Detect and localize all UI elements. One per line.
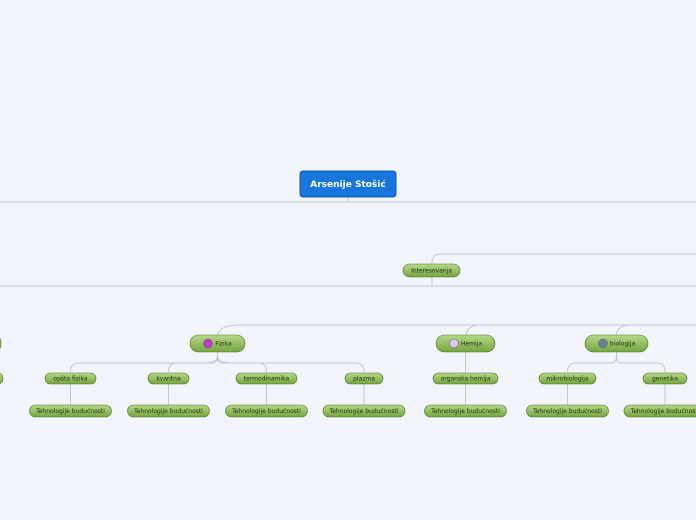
node: termodinamika xyxy=(235,372,298,385)
node-label: termodinamika xyxy=(244,376,290,383)
node-box xyxy=(402,263,461,278)
node-box xyxy=(432,372,499,385)
node-label: Hemija xyxy=(461,341,482,348)
node-label: Tehnologije budućnosti xyxy=(630,408,696,415)
partial-node xyxy=(0,338,2,349)
node: opšta fizika xyxy=(44,372,97,385)
connector xyxy=(615,324,631,336)
node-label: Interesovanja xyxy=(411,268,452,275)
connector xyxy=(465,324,481,336)
node: Tehnologije budućnosti xyxy=(623,404,696,418)
connector xyxy=(567,352,617,373)
node-box xyxy=(424,404,507,418)
node-label: Tehnologije budućnosti xyxy=(231,408,301,415)
connector xyxy=(216,324,696,336)
node-box xyxy=(147,372,190,385)
node-box xyxy=(322,404,406,418)
connector xyxy=(616,352,666,373)
node-label: biologija xyxy=(610,341,636,348)
node-box xyxy=(235,372,298,385)
node-label: genetika xyxy=(652,376,678,383)
node-label: Tehnologije budućnosti xyxy=(35,408,105,415)
connector xyxy=(70,352,218,373)
node-box xyxy=(642,372,688,385)
node-icon xyxy=(598,338,608,349)
connectors xyxy=(0,197,696,405)
root-label: Arsenije Stošić xyxy=(310,179,386,190)
node-label: Tehnologije budućnosti xyxy=(430,408,500,415)
node-label: opšta fizika xyxy=(53,376,88,383)
node-label: Tehnologije budućnosti xyxy=(133,408,203,415)
node: biologija xyxy=(584,334,649,353)
node: Tehnologije budućnosti xyxy=(127,404,210,418)
node-icon xyxy=(449,338,459,349)
node-box xyxy=(623,404,696,418)
node-box xyxy=(435,334,496,353)
nodes: Arsenije Stošić Interesovanja opšta fizik… xyxy=(29,170,696,418)
connector xyxy=(431,253,696,264)
node-icon xyxy=(203,338,213,349)
node: Tehnologije budućnosti xyxy=(225,404,308,418)
node-label: mikrobiologija xyxy=(546,376,589,383)
root-node xyxy=(299,170,397,198)
node-label: organska hemija xyxy=(441,376,491,383)
node: mikrobiologija xyxy=(538,372,597,385)
node: Tehnologije budućnosti xyxy=(526,404,609,418)
node-box xyxy=(538,372,597,385)
node-box xyxy=(225,404,308,418)
node-label: Fizika xyxy=(215,341,232,348)
connector xyxy=(217,352,365,373)
node: Tehnologije budućnosti xyxy=(29,404,112,418)
node-box xyxy=(526,404,609,418)
node: Tehnologije budućnosti xyxy=(322,404,406,418)
node-box xyxy=(29,404,112,418)
node: Hemija xyxy=(435,334,496,353)
node-label: Tehnologije budućnosti xyxy=(329,408,399,415)
node-box xyxy=(584,334,649,353)
partial-node xyxy=(0,373,4,384)
node-label: plazma xyxy=(353,376,375,383)
node: Tehnologije budućnosti xyxy=(424,404,507,418)
node: genetika xyxy=(642,372,688,385)
node-box xyxy=(127,404,210,418)
node: plazma xyxy=(344,372,384,385)
node: Fizika xyxy=(189,334,246,353)
node-label: Tehnologije budućnosti xyxy=(532,408,602,415)
node-box xyxy=(189,334,246,353)
node-box xyxy=(344,372,384,385)
node-box xyxy=(44,372,97,385)
node: Interesovanja xyxy=(402,263,461,278)
node: kvantna xyxy=(147,372,190,385)
node: organska hemija xyxy=(432,372,499,385)
node-label: kvantna xyxy=(156,376,181,383)
